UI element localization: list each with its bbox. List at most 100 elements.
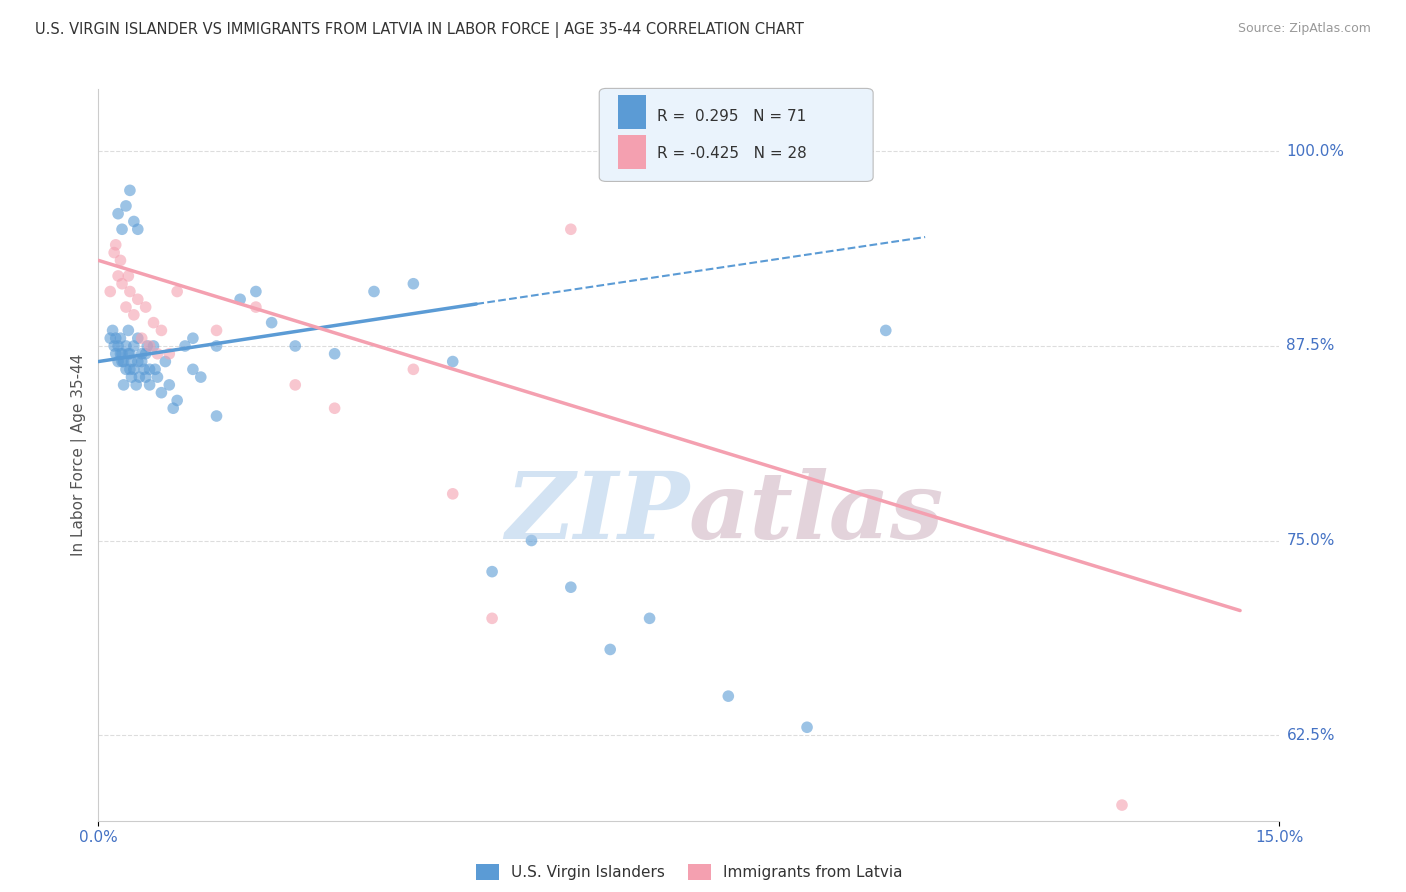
Point xyxy=(138,377,160,392)
Point xyxy=(125,377,148,392)
Point xyxy=(118,347,141,361)
Point xyxy=(111,222,134,236)
Point xyxy=(127,293,149,307)
Point xyxy=(520,533,543,548)
Point xyxy=(481,611,503,625)
Point xyxy=(875,323,897,337)
Point xyxy=(205,409,228,423)
Point xyxy=(1111,798,1133,813)
Point xyxy=(115,362,138,376)
Point xyxy=(122,362,145,376)
Point xyxy=(166,285,188,299)
Point xyxy=(155,354,177,368)
Point xyxy=(111,354,134,368)
Point xyxy=(107,339,129,353)
Point xyxy=(104,331,127,345)
Point xyxy=(205,323,228,337)
Point xyxy=(104,347,127,361)
Point xyxy=(135,300,157,314)
Point xyxy=(118,362,141,376)
Point xyxy=(135,347,157,361)
Point xyxy=(481,565,503,579)
Point xyxy=(245,300,267,314)
Point xyxy=(150,323,173,337)
Point xyxy=(122,214,145,228)
Point xyxy=(638,611,661,625)
Point xyxy=(181,331,204,345)
Point xyxy=(103,339,125,353)
Point xyxy=(112,354,135,368)
Point xyxy=(122,339,145,353)
Point xyxy=(143,362,166,376)
Text: Source: ZipAtlas.com: Source: ZipAtlas.com xyxy=(1237,22,1371,36)
Text: 87.5%: 87.5% xyxy=(1286,338,1334,353)
Point xyxy=(150,385,173,400)
Point xyxy=(115,199,138,213)
Point xyxy=(142,316,165,330)
Point xyxy=(127,354,149,368)
Text: ZIP: ZIP xyxy=(505,468,689,558)
Point xyxy=(127,331,149,345)
Point xyxy=(111,277,134,291)
Point xyxy=(560,222,582,236)
Text: U.S. VIRGIN ISLANDER VS IMMIGRANTS FROM LATVIA IN LABOR FORCE | AGE 35-44 CORREL: U.S. VIRGIN ISLANDER VS IMMIGRANTS FROM … xyxy=(35,22,804,38)
Point xyxy=(131,347,153,361)
Text: 62.5%: 62.5% xyxy=(1286,728,1334,742)
Point xyxy=(174,339,197,353)
Point xyxy=(142,339,165,353)
Point xyxy=(104,237,127,252)
Text: R =  0.295   N = 71: R = 0.295 N = 71 xyxy=(657,109,806,124)
Y-axis label: In Labor Force | Age 35-44: In Labor Force | Age 35-44 xyxy=(72,354,87,556)
Point xyxy=(284,377,307,392)
Point xyxy=(796,720,818,734)
Point xyxy=(98,285,121,299)
Point xyxy=(112,377,135,392)
Point xyxy=(111,347,134,361)
Text: R = -0.425   N = 28: R = -0.425 N = 28 xyxy=(657,146,807,161)
Point xyxy=(110,347,132,361)
Legend: U.S. Virgin Islanders, Immigrants from Latvia: U.S. Virgin Islanders, Immigrants from L… xyxy=(470,858,908,886)
Point xyxy=(118,183,141,197)
Point xyxy=(717,689,740,703)
Point xyxy=(103,245,125,260)
Point xyxy=(122,308,145,322)
Point xyxy=(229,293,252,307)
Point xyxy=(136,339,159,353)
Point xyxy=(245,285,267,299)
Point xyxy=(441,487,464,501)
Point xyxy=(107,354,129,368)
Point xyxy=(135,370,157,384)
Point xyxy=(402,277,425,291)
Point xyxy=(599,642,621,657)
Point xyxy=(363,285,385,299)
Point xyxy=(560,580,582,594)
Point xyxy=(121,370,143,384)
Point xyxy=(441,354,464,368)
Point xyxy=(157,377,180,392)
Point xyxy=(323,347,346,361)
Point xyxy=(110,331,132,345)
Point xyxy=(323,401,346,416)
Point xyxy=(162,401,184,416)
Point xyxy=(146,370,169,384)
Point xyxy=(146,347,169,361)
Point xyxy=(98,331,121,345)
Point xyxy=(190,370,212,384)
Point xyxy=(131,354,153,368)
Point xyxy=(117,268,139,283)
Point xyxy=(128,370,150,384)
Point xyxy=(110,253,132,268)
Point xyxy=(138,339,160,353)
Text: 100.0%: 100.0% xyxy=(1286,144,1344,159)
Point xyxy=(138,362,160,376)
Point xyxy=(166,393,188,408)
Text: 75.0%: 75.0% xyxy=(1286,533,1334,548)
Point xyxy=(115,300,138,314)
Point xyxy=(157,347,180,361)
Text: atlas: atlas xyxy=(689,468,945,558)
Point xyxy=(181,362,204,376)
Point xyxy=(131,331,153,345)
Point xyxy=(402,362,425,376)
Point xyxy=(132,362,155,376)
Point xyxy=(127,222,149,236)
